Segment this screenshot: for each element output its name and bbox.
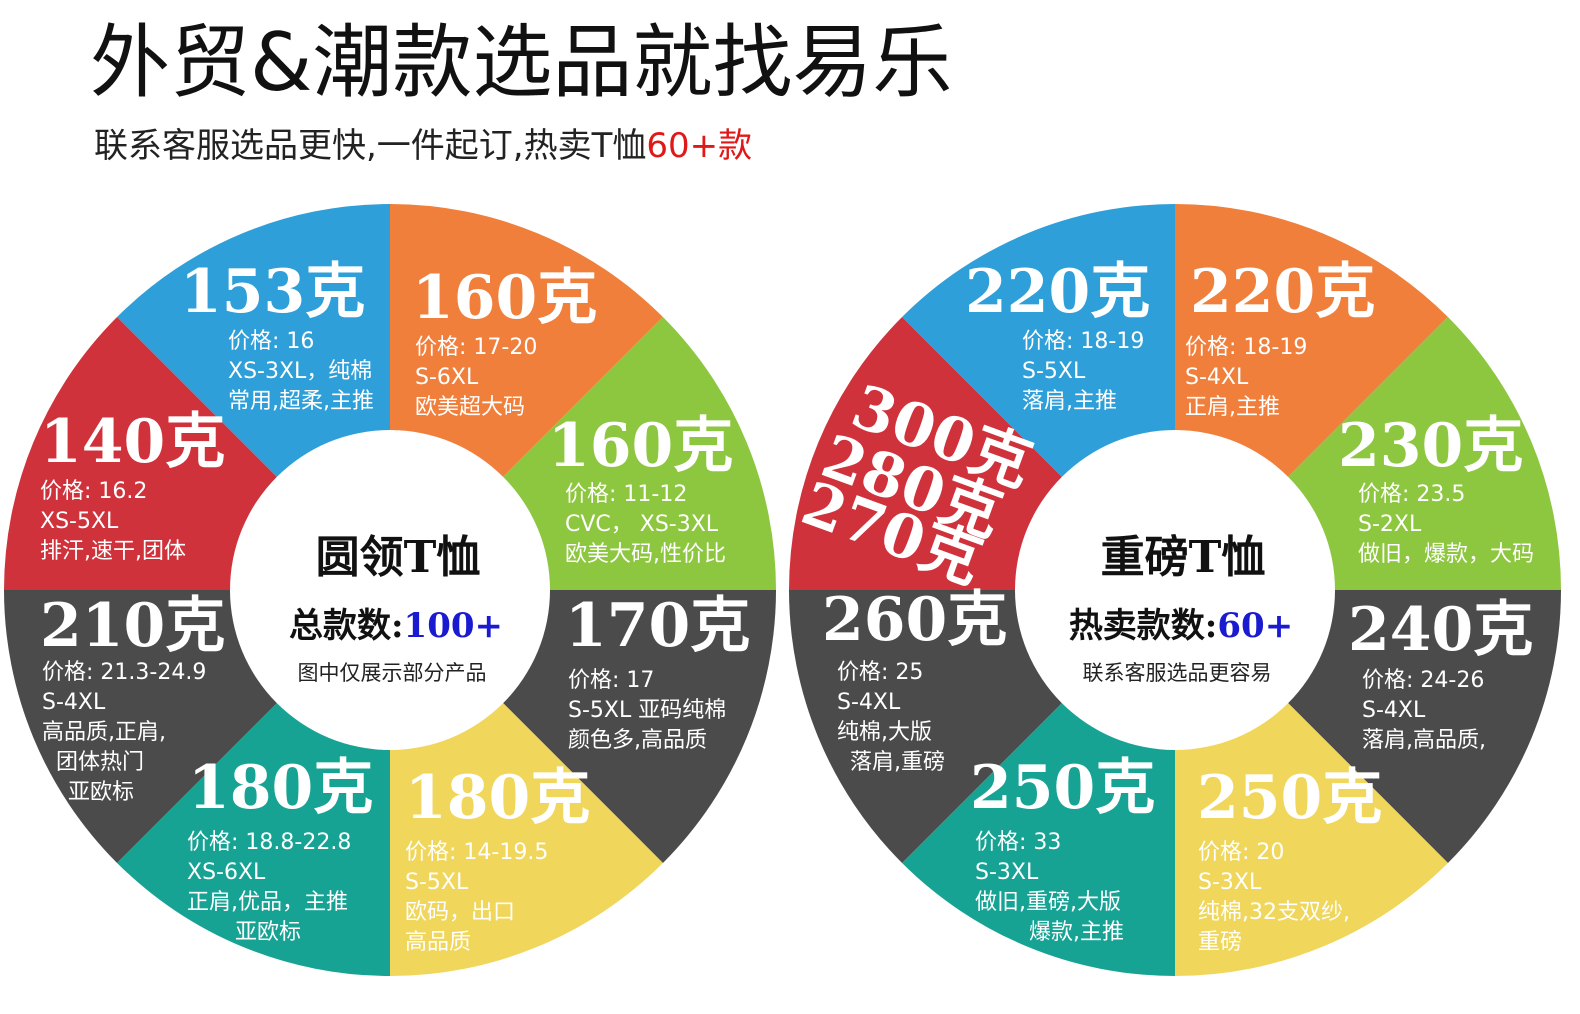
- segment-line: S-5XL: [405, 870, 469, 895]
- segment-line: S-4XL: [837, 690, 901, 715]
- title: 外贸&潮款选品就找易乐: [90, 16, 952, 109]
- count: 热卖款数:60+: [1069, 606, 1293, 646]
- segment-line: S-6XL: [415, 365, 479, 390]
- segment-line: 爆款,主推: [1029, 920, 1124, 945]
- center-note: 联系客服选品更容易: [1083, 661, 1272, 685]
- count-value: 100+: [404, 606, 503, 646]
- weight: 160克: [412, 263, 597, 333]
- segment-line: 落肩,主推: [1022, 389, 1117, 414]
- segment-line: XS-6XL: [187, 860, 266, 885]
- segment-line: 欧码，出口: [405, 900, 515, 925]
- segment-line: 价格: 16.2: [40, 479, 147, 504]
- segment-line: 价格: 23.5: [1358, 482, 1465, 507]
- segment-line: 欧美超大码: [415, 395, 525, 420]
- weight: 170克: [565, 591, 750, 661]
- segment-line: S-4XL: [1362, 698, 1426, 723]
- segment-line: CVC， XS-3XL: [565, 512, 719, 537]
- center-circle: [1015, 430, 1335, 750]
- segment-line: 亚欧标: [235, 920, 301, 945]
- segment-line: 落肩,高品质,: [1362, 728, 1486, 753]
- segment-line: 价格: 16: [228, 329, 314, 354]
- weight: 250克: [970, 753, 1155, 823]
- weight: 153克: [180, 257, 365, 327]
- weight: 220克: [1190, 257, 1375, 327]
- segment-line: S-4XL: [1185, 365, 1249, 390]
- segment-line: 价格: 17: [568, 668, 654, 693]
- center-title: 重磅T恤: [1101, 532, 1266, 583]
- segment-line: 价格: 18-19: [1185, 335, 1307, 360]
- segment-line: 亚欧标: [68, 780, 134, 805]
- segment-line: 欧美大码,性价比: [565, 542, 726, 567]
- segment-line: S-5XL: [1022, 359, 1086, 384]
- center-note: 图中仅展示部分产品: [298, 661, 487, 685]
- segment-line: 重磅: [1198, 930, 1242, 955]
- segment-line: S-3XL: [975, 860, 1039, 885]
- segment-line: 纯棉,大版: [837, 720, 932, 745]
- segment-line: 价格: 25: [837, 660, 923, 685]
- segment-line: 价格: 33: [975, 830, 1061, 855]
- count: 总款数:100+: [289, 606, 503, 646]
- segment-line: XS-5XL: [40, 509, 119, 534]
- segment-line: S-4XL: [42, 690, 106, 715]
- segment-line: 纯棉,32支双纱,: [1198, 900, 1350, 925]
- subtitle-highlight: 60+款: [646, 126, 752, 166]
- segment-line: 价格: 18-19: [1022, 329, 1144, 354]
- weight: 250克: [1197, 763, 1382, 833]
- weight: 230克: [1338, 411, 1523, 481]
- weight: 240克: [1348, 595, 1533, 665]
- segment-line: 价格: 18.8-22.8: [187, 830, 351, 855]
- weight: 180克: [188, 753, 373, 823]
- segment-line: 团体热门: [56, 750, 144, 775]
- weight: 140克: [40, 407, 225, 477]
- segment-line: 做旧，爆款，大码: [1358, 542, 1534, 567]
- segment-line: S-3XL: [1198, 870, 1262, 895]
- segment-line: 做旧,重磅,大版: [975, 890, 1121, 915]
- subtitle-text: 联系客服选品更快,一件起订,热卖T恤: [94, 126, 646, 166]
- center-circle: [230, 430, 550, 750]
- segment-line: XS-3XL，纯棉: [228, 359, 372, 384]
- subtitle: 联系客服选品更快,一件起订,热卖T恤60+款: [94, 126, 752, 166]
- segment-line: 常用,超柔,主推: [228, 389, 374, 414]
- weight: 160克: [548, 411, 733, 481]
- segment-line: 价格: 20: [1198, 840, 1284, 865]
- segment-line: 高品质: [405, 930, 471, 955]
- segment-line: 价格: 11-12: [565, 482, 687, 507]
- segment-line: 高品质,正肩,: [42, 720, 166, 745]
- segment-line: 正肩,主推: [1185, 395, 1280, 420]
- segment-line: S-5XL 亚码纯棉: [568, 698, 726, 723]
- segment-line: 价格: 14-19.5: [405, 840, 548, 865]
- count-value: 60+: [1217, 606, 1293, 646]
- weight: 210克: [40, 591, 225, 661]
- center-title: 圆领T恤: [316, 532, 481, 583]
- count-label: 热卖款数:: [1069, 606, 1218, 646]
- segment-line: 排汗,速干,团体: [40, 539, 186, 564]
- segment-line: 价格: 17-20: [415, 335, 537, 360]
- segment-line: 价格: 24-26: [1362, 668, 1484, 693]
- segment-line: 价格: 21.3-24.9: [42, 660, 206, 685]
- count-label: 总款数:: [289, 606, 404, 646]
- segment-line: 颜色多,高品质: [568, 728, 707, 753]
- segment-line: 正肩,优品，主推: [187, 890, 348, 915]
- weight: 180克: [405, 763, 590, 833]
- segment-line: 落肩,重磅: [850, 750, 945, 775]
- weight: 220克: [965, 257, 1150, 327]
- segment-line: S-2XL: [1358, 512, 1422, 537]
- weight: 260克: [822, 585, 1007, 655]
